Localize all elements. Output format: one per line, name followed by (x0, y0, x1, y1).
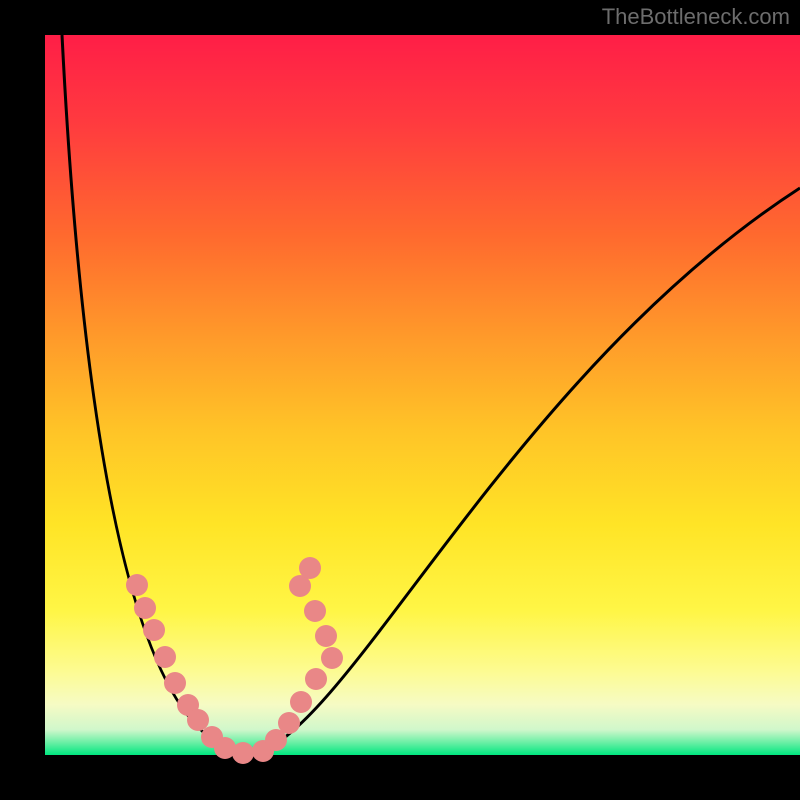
watermark-text: TheBottleneck.com (602, 4, 790, 30)
data-dot (315, 625, 337, 647)
data-dot (134, 597, 156, 619)
data-dot (126, 574, 148, 596)
bottleneck-chart (0, 0, 800, 800)
data-dot (305, 668, 327, 690)
data-dot (299, 557, 321, 579)
data-dot (164, 672, 186, 694)
data-dot (290, 691, 312, 713)
data-dot (278, 712, 300, 734)
data-dot (187, 709, 209, 731)
data-dot (143, 619, 165, 641)
data-dot (321, 647, 343, 669)
data-dot (232, 742, 254, 764)
chart-container: TheBottleneck.com (0, 0, 800, 800)
plot-area (45, 35, 800, 755)
data-dot (304, 600, 326, 622)
data-dot (154, 646, 176, 668)
